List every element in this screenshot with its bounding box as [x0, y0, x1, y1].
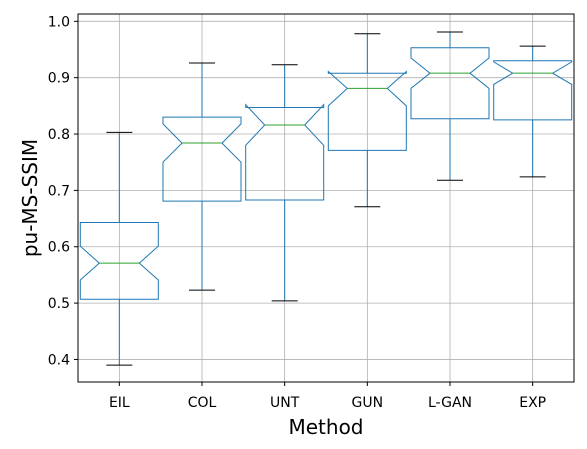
box-body: [162, 116, 242, 202]
box-eil: [79, 131, 159, 366]
box-exp: [493, 45, 573, 178]
y-tick-label: 1.0: [48, 14, 70, 30]
box-body: [410, 47, 490, 120]
y-tick-label: 0.4: [48, 352, 70, 368]
box-body: [493, 60, 573, 121]
box-unt: [245, 64, 325, 302]
y-tick-label: 0.6: [48, 240, 70, 256]
x-tick-label: GUN: [352, 395, 384, 411]
y-tick-label: 0.7: [48, 183, 70, 199]
x-tick-label: COL: [188, 395, 217, 411]
y-tick-label: 0.9: [48, 71, 70, 87]
x-tick-label: L-GAN: [428, 395, 472, 411]
y-tick-label: 0.5: [48, 296, 70, 312]
axis-ticks: 0.4 0.5 0.6 0.7 0.8 0.9 1.0 EIL COL UNT GUN L-GAN EX…: [48, 14, 546, 411]
x-axis-label: Method: [288, 415, 363, 439]
x-tick-label: UNT: [270, 395, 300, 411]
y-axis-label: pu-MS-SSIM: [18, 139, 42, 257]
y-tick-label: 0.8: [48, 127, 70, 143]
box-col: [162, 62, 242, 291]
box-l-gan: [410, 31, 490, 181]
plot-frame: [77, 13, 575, 383]
box-body: [327, 70, 407, 151]
box-body: [79, 222, 159, 300]
grid-lines: [78, 14, 574, 382]
x-tick-label: EXP: [519, 395, 546, 411]
x-tick-label: EIL: [109, 395, 130, 411]
box-gun: [327, 33, 407, 208]
boxes: [79, 31, 573, 366]
box-body: [245, 103, 325, 201]
